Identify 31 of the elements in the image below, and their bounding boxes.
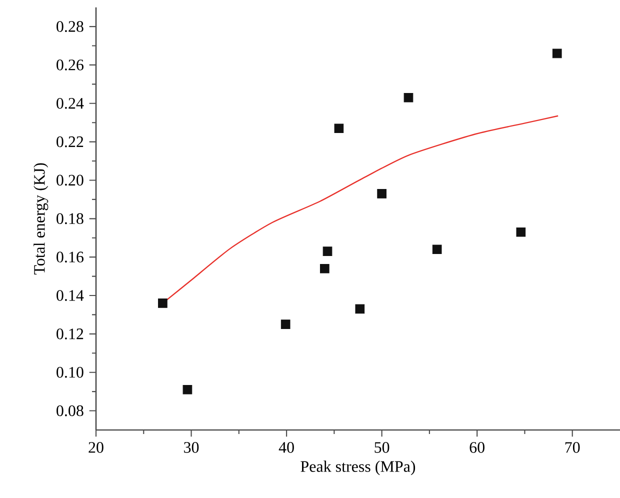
y-tick-label: 0.16	[56, 252, 84, 263]
point	[320, 264, 330, 274]
y-tick-label: 0.28	[56, 21, 84, 32]
point	[158, 298, 168, 308]
point	[355, 304, 365, 314]
point	[552, 48, 562, 58]
x-tick-label: 30	[184, 442, 199, 453]
y-tick-label: 0.12	[56, 328, 84, 340]
x-axis-title: Peak stress (MPa)	[300, 460, 416, 476]
point	[280, 320, 290, 329]
y-tick-label: 0.10	[56, 366, 84, 378]
point	[334, 124, 344, 134]
y-tick-label: 0.24	[56, 98, 84, 109]
y-tick-label: 0.14	[56, 290, 84, 301]
x-tick-label: 70	[565, 442, 580, 453]
point	[182, 384, 192, 394]
x-tick-label: 50	[374, 442, 390, 453]
point	[404, 92, 414, 102]
y-tick-label: 0.18	[56, 213, 84, 224]
x-tick-label: 60	[470, 442, 484, 453]
y-tick-label: 0.22	[56, 136, 84, 148]
point	[432, 244, 442, 254]
point	[322, 246, 332, 256]
point	[377, 189, 386, 198]
x-tick-label: 40	[278, 442, 294, 453]
point	[516, 227, 526, 237]
y-tick-label: 0.26	[56, 60, 84, 70]
y-tick-label: 0.20	[56, 174, 84, 186]
y-tick-label: 0.08	[56, 405, 84, 416]
y-axis-title: Total energy (KJ)	[34, 163, 48, 275]
x-tick-label: 20	[88, 442, 104, 453]
